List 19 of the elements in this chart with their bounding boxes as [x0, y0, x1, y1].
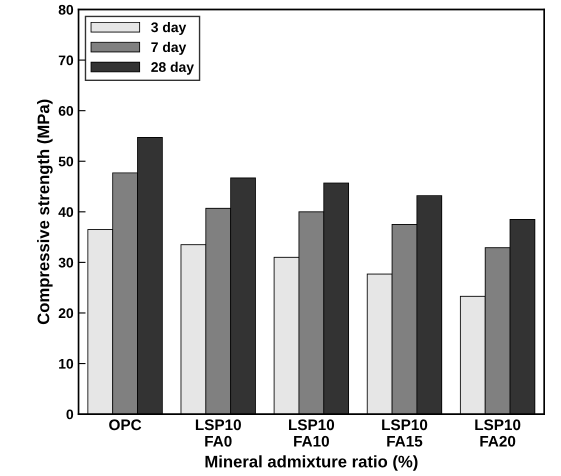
- y-tick-label: 80: [58, 4, 74, 15]
- y-tick-label: 70: [58, 55, 74, 66]
- y-tick-label: 50: [58, 156, 74, 166]
- y-tick-label: 10: [59, 358, 74, 369]
- x-tick-label: LSP10 FA0: [196, 419, 241, 447]
- y-tick-label: 20: [58, 308, 74, 318]
- legend-label: 3 day: [151, 22, 186, 35]
- x-tick-label: LSP10 FA10: [289, 419, 334, 447]
- x-axis-title: Mineral admixture ratio (%): [206, 455, 418, 471]
- x-tick-label: OPC: [109, 419, 142, 430]
- legend-label: 28 day: [151, 62, 194, 75]
- y-axis-title: Compressive strength (MPa): [37, 100, 53, 324]
- y-tick-label: 40: [58, 207, 74, 217]
- x-tick-label: LSP10 FA20: [475, 419, 520, 447]
- legend-label: 7 day: [151, 42, 186, 55]
- y-tick-label: 60: [58, 106, 74, 116]
- y-tick-label: 30: [58, 258, 74, 268]
- y-tick-label: 0: [66, 409, 74, 420]
- x-tick-label: LSP10 FA15: [382, 419, 428, 447]
